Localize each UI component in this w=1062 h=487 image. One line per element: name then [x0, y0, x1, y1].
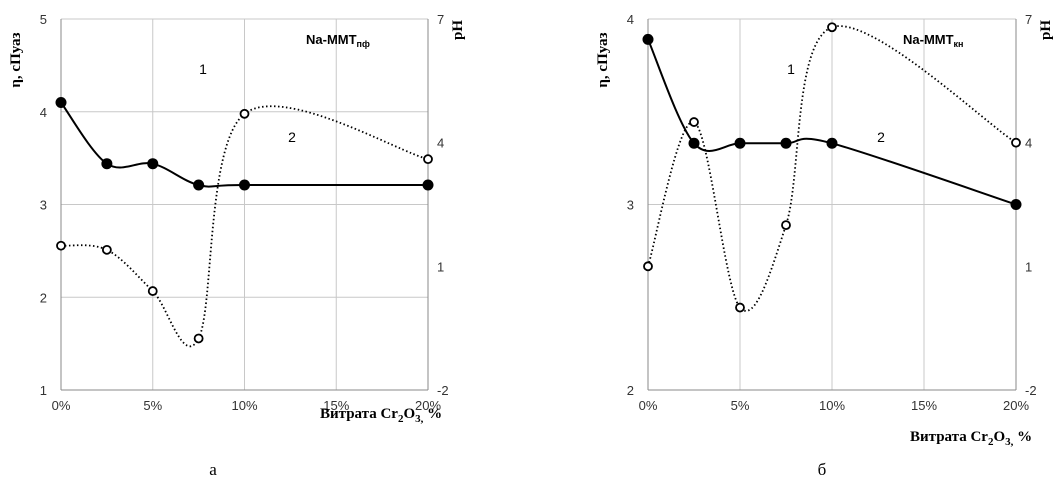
y-left-tick-label: 4	[627, 12, 634, 27]
x-tick-label: 5%	[143, 398, 162, 413]
curve-number-label: 1	[787, 61, 795, 77]
curve-number-label: 2	[288, 129, 296, 145]
panel-caption: б	[818, 460, 827, 479]
y-left-tick-label: 5	[40, 12, 47, 27]
x-tick-label: 0%	[52, 398, 71, 413]
data-point-open	[423, 154, 433, 165]
x-axis-label-part: O	[403, 406, 415, 422]
data-point-filled	[101, 158, 113, 170]
y-right-tick-label: -2	[1025, 383, 1037, 398]
chart-title: Na-MMTкн	[903, 32, 964, 49]
data-point-open	[147, 286, 158, 296]
x-axis-label-part: 2	[988, 436, 994, 448]
y-right-tick-label: 1	[437, 259, 444, 274]
series-line-2	[647, 39, 1017, 206]
data-point-filled	[55, 96, 67, 108]
chart-panel-1: 0% 5% 10% 15% 20% 1 2 3 4 5 -2 1 4 7 η, сПуаз pH Витрата…	[8, 12, 466, 479]
data-point-open	[735, 302, 745, 313]
chart-title: Na-MMTпф	[306, 32, 370, 49]
data-point-open	[1011, 137, 1021, 148]
x-axis-label-part: O	[993, 429, 1005, 445]
y-left-tick-label: 2	[40, 290, 47, 305]
data-point-open	[781, 220, 791, 231]
data-point-open	[101, 244, 112, 255]
x-tick-label: 10%	[231, 398, 257, 413]
y-right-tick-label: 7	[437, 12, 444, 27]
chart-title-subscript: кн	[954, 39, 964, 49]
y-left-tick-label: 3	[40, 198, 47, 213]
data-point-open	[239, 108, 250, 119]
chart-panel-2: 0% 5% 10% 15% 20% 2 3 4 -2 1 4 7 η, сПуаз pH Витрата C…	[595, 12, 1054, 479]
y-right-tick-label: 4	[1025, 136, 1032, 151]
x-axis-label-part: Витрата Cr	[910, 429, 988, 445]
chart-title-main: Na-MMT	[306, 32, 357, 47]
x-tick-label: 15%	[911, 398, 937, 413]
x-axis-label-part: %	[423, 406, 442, 422]
curve-number-label: 2	[877, 129, 885, 145]
y-left-axis-label: η, сПуаз	[595, 32, 611, 87]
curve-number-label: 1	[199, 61, 207, 77]
x-axis-label: Витрата Cr2O3, %	[910, 429, 1032, 448]
x-tick-label: 20%	[415, 398, 441, 413]
data-point-filled	[734, 137, 746, 149]
data-point-filled	[642, 33, 654, 45]
data-point-filled	[147, 158, 159, 170]
data-point-filled	[826, 137, 838, 149]
data-point-open	[643, 261, 653, 272]
x-tick-label: 20%	[1003, 398, 1029, 413]
x-axis-label-part: 3,	[1005, 436, 1014, 448]
data-point-filled	[422, 179, 434, 191]
data-point-filled	[193, 179, 205, 191]
data-point-filled	[688, 137, 700, 149]
y-right-tick-label: 1	[1025, 259, 1032, 274]
y-left-tick-label: 4	[40, 105, 47, 120]
data-point-filled	[1010, 199, 1022, 210]
x-tick-label: 5%	[731, 398, 750, 413]
y-right-tick-label: 7	[1025, 12, 1032, 27]
y-right-tick-label: -2	[437, 383, 449, 398]
y-left-tick-label: 3	[627, 198, 634, 213]
x-axis-label-part: 3,	[415, 413, 424, 425]
y-right-tick-label: 4	[437, 136, 444, 151]
x-axis-label-part: %	[1013, 429, 1032, 445]
x-tick-label: 15%	[323, 398, 349, 413]
x-axis-label: Витрата Cr2O3, %	[320, 406, 442, 425]
x-axis-label-part: Витрата Cr	[320, 406, 398, 422]
y-right-axis-label: pH	[450, 20, 466, 40]
data-point-open	[827, 22, 837, 33]
y-left-axis-label: η, сПуаз	[8, 32, 24, 87]
data-point-open	[689, 117, 699, 127]
chart-title-subscript: пф	[357, 39, 370, 49]
y-left-tick-label: 1	[40, 383, 47, 398]
chart-title-main: Na-MMT	[903, 32, 954, 47]
panel-caption: а	[209, 460, 217, 479]
data-point-filled	[780, 137, 792, 149]
x-axis-label-part: 2	[398, 413, 404, 425]
data-point-filled	[239, 179, 250, 191]
data-point-open	[193, 333, 204, 344]
series-line-1	[647, 25, 1017, 312]
y-right-axis-label: pH	[1038, 20, 1054, 40]
x-tick-label: 10%	[819, 398, 845, 413]
y-left-tick-label: 2	[627, 383, 634, 398]
x-tick-label: 0%	[639, 398, 658, 413]
data-point-open	[56, 240, 66, 251]
